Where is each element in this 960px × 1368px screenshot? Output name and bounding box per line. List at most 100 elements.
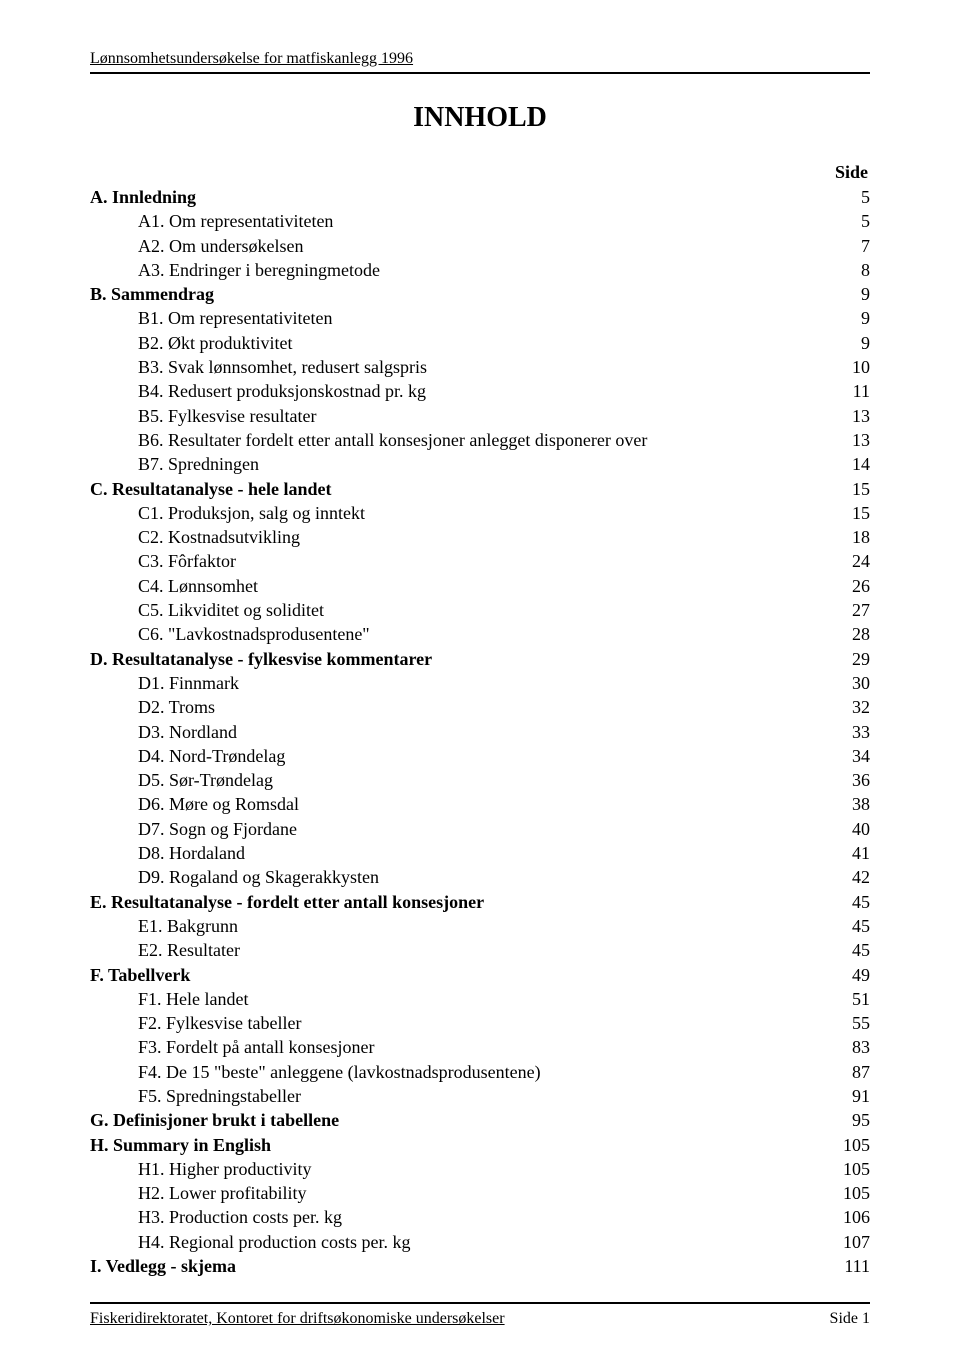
toc-label: B7. Spredningen bbox=[90, 452, 830, 476]
toc-label: A1. Om representativiteten bbox=[90, 209, 830, 233]
toc-item: F3. Fordelt på antall konsesjoner83 bbox=[90, 1035, 870, 1059]
toc-page: 13 bbox=[830, 428, 870, 452]
toc-label: E2. Resultater bbox=[90, 938, 830, 962]
toc-page: 29 bbox=[830, 647, 870, 671]
toc-page: 91 bbox=[830, 1084, 870, 1108]
toc-page: 7 bbox=[830, 234, 870, 258]
document-header: Lønnsomhetsundersøkelse for matfiskanleg… bbox=[90, 50, 870, 68]
toc-label: B3. Svak lønnsomhet, redusert salgspris bbox=[90, 355, 830, 379]
toc-page: 15 bbox=[830, 501, 870, 525]
toc-item: H2. Lower profitability105 bbox=[90, 1181, 870, 1205]
toc-item: D8. Hordaland41 bbox=[90, 841, 870, 865]
toc-page: 8 bbox=[830, 258, 870, 282]
toc-item: C5. Likviditet og soliditet27 bbox=[90, 598, 870, 622]
toc-item: D1. Finnmark30 bbox=[90, 671, 870, 695]
toc-page: 9 bbox=[830, 282, 870, 306]
toc-label: I. Vedlegg - skjema bbox=[90, 1254, 830, 1278]
toc-item: C3. Fôrfaktor24 bbox=[90, 549, 870, 573]
toc-label: D9. Rogaland og Skagerakkysten bbox=[90, 865, 830, 889]
toc-section: F. Tabellverk49 bbox=[90, 963, 870, 987]
toc-page: 9 bbox=[830, 331, 870, 355]
page-footer: Fiskeridirektoratet, Kontoret for drifts… bbox=[90, 1302, 870, 1328]
toc-page: 41 bbox=[830, 841, 870, 865]
toc-label: F4. De 15 "beste" anleggene (lavkostnads… bbox=[90, 1060, 830, 1084]
toc-item: A2. Om undersøkelsen7 bbox=[90, 234, 870, 258]
toc-page: 24 bbox=[830, 549, 870, 573]
toc-label: B5. Fylkesvise resultater bbox=[90, 404, 830, 428]
toc-section: E. Resultatanalyse - fordelt etter antal… bbox=[90, 890, 870, 914]
toc-label: D1. Finnmark bbox=[90, 671, 830, 695]
toc-label: H3. Production costs per. kg bbox=[90, 1205, 830, 1229]
toc-item: E1. Bakgrunn45 bbox=[90, 914, 870, 938]
toc-label: F5. Spredningstabeller bbox=[90, 1084, 830, 1108]
toc-label: D6. Møre og Romsdal bbox=[90, 792, 830, 816]
toc-label: H4. Regional production costs per. kg bbox=[90, 1230, 830, 1254]
toc-item: B4. Redusert produksjonskostnad pr. kg11 bbox=[90, 379, 870, 403]
toc-label: D4. Nord-Trøndelag bbox=[90, 744, 830, 768]
toc-page: 42 bbox=[830, 865, 870, 889]
toc-item: C4. Lønnsomhet26 bbox=[90, 574, 870, 598]
toc-page: 105 bbox=[830, 1157, 870, 1181]
toc-page: 95 bbox=[830, 1108, 870, 1132]
toc-item: C1. Produksjon, salg og inntekt15 bbox=[90, 501, 870, 525]
toc-page: 111 bbox=[830, 1254, 870, 1278]
table-of-contents: A. Innledning5A1. Om representativiteten… bbox=[90, 185, 870, 1278]
toc-label: F3. Fordelt på antall konsesjoner bbox=[90, 1035, 830, 1059]
toc-page: 32 bbox=[830, 695, 870, 719]
toc-item: C6. "Lavkostnadsprodusentene"28 bbox=[90, 622, 870, 646]
toc-page: 49 bbox=[830, 963, 870, 987]
toc-item: B7. Spredningen14 bbox=[90, 452, 870, 476]
toc-label: H1. Higher productivity bbox=[90, 1157, 830, 1181]
toc-page: 45 bbox=[830, 914, 870, 938]
toc-item: F5. Spredningstabeller91 bbox=[90, 1084, 870, 1108]
toc-item: B2. Økt produktivitet9 bbox=[90, 331, 870, 355]
toc-page: 30 bbox=[830, 671, 870, 695]
toc-section: D. Resultatanalyse - fylkesvise kommenta… bbox=[90, 647, 870, 671]
header-rule bbox=[90, 72, 870, 74]
toc-label: H2. Lower profitability bbox=[90, 1181, 830, 1205]
footer-left-text: Fiskeridirektoratet, Kontoret for drifts… bbox=[90, 1310, 505, 1328]
toc-page: 105 bbox=[830, 1181, 870, 1205]
toc-label: C1. Produksjon, salg og inntekt bbox=[90, 501, 830, 525]
toc-page: 51 bbox=[830, 987, 870, 1011]
toc-label: A. Innledning bbox=[90, 185, 830, 209]
toc-label: F2. Fylkesvise tabeller bbox=[90, 1011, 830, 1035]
toc-item: B6. Resultater fordelt etter antall kons… bbox=[90, 428, 870, 452]
toc-page: 26 bbox=[830, 574, 870, 598]
toc-label: D. Resultatanalyse - fylkesvise kommenta… bbox=[90, 647, 830, 671]
toc-item: F1. Hele landet51 bbox=[90, 987, 870, 1011]
toc-item: D7. Sogn og Fjordane40 bbox=[90, 817, 870, 841]
toc-item: D2. Troms32 bbox=[90, 695, 870, 719]
toc-page: 28 bbox=[830, 622, 870, 646]
toc-label: C6. "Lavkostnadsprodusentene" bbox=[90, 622, 830, 646]
toc-page: 13 bbox=[830, 404, 870, 428]
toc-label: D5. Sør-Trøndelag bbox=[90, 768, 830, 792]
toc-page: 5 bbox=[830, 209, 870, 233]
toc-page: 40 bbox=[830, 817, 870, 841]
side-column-header: Side bbox=[90, 162, 870, 183]
footer-page-number: Side 1 bbox=[830, 1310, 870, 1328]
toc-page: 105 bbox=[830, 1133, 870, 1157]
toc-item: B1. Om representativiteten9 bbox=[90, 306, 870, 330]
toc-page: 15 bbox=[830, 477, 870, 501]
toc-item: D6. Møre og Romsdal38 bbox=[90, 792, 870, 816]
toc-item: D4. Nord-Trøndelag34 bbox=[90, 744, 870, 768]
toc-page: 87 bbox=[830, 1060, 870, 1084]
toc-label: D7. Sogn og Fjordane bbox=[90, 817, 830, 841]
toc-item: D9. Rogaland og Skagerakkysten42 bbox=[90, 865, 870, 889]
toc-page: 45 bbox=[830, 938, 870, 962]
toc-label: C. Resultatanalyse - hele landet bbox=[90, 477, 830, 501]
toc-page: 83 bbox=[830, 1035, 870, 1059]
toc-label: F1. Hele landet bbox=[90, 987, 830, 1011]
toc-label: D3. Nordland bbox=[90, 720, 830, 744]
toc-section: C. Resultatanalyse - hele landet15 bbox=[90, 477, 870, 501]
page-title: INNHOLD bbox=[90, 102, 870, 134]
toc-label: B4. Redusert produksjonskostnad pr. kg bbox=[90, 379, 830, 403]
toc-label: H. Summary in English bbox=[90, 1133, 830, 1157]
toc-label: C5. Likviditet og soliditet bbox=[90, 598, 830, 622]
toc-page: 55 bbox=[830, 1011, 870, 1035]
toc-page: 18 bbox=[830, 525, 870, 549]
toc-label: C3. Fôrfaktor bbox=[90, 549, 830, 573]
toc-page: 33 bbox=[830, 720, 870, 744]
toc-label: E. Resultatanalyse - fordelt etter antal… bbox=[90, 890, 830, 914]
